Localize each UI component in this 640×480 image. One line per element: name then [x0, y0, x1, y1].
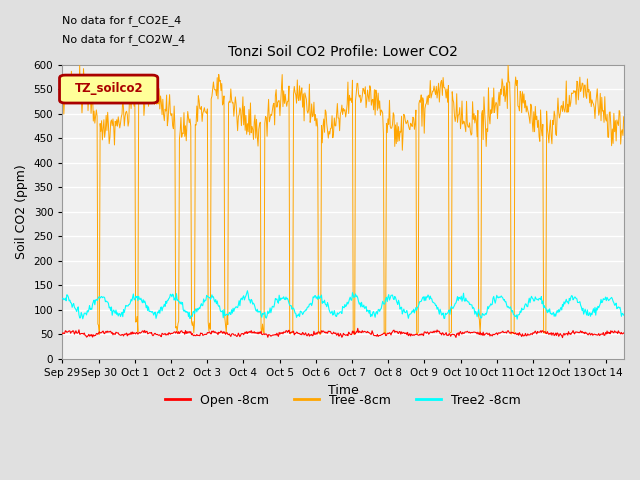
Text: No data for f_CO2E_4: No data for f_CO2E_4	[62, 15, 182, 26]
Text: No data for f_CO2W_4: No data for f_CO2W_4	[62, 35, 186, 45]
Legend: Open -8cm, Tree -8cm, Tree2 -8cm: Open -8cm, Tree -8cm, Tree2 -8cm	[160, 388, 526, 411]
Text: TZ_soilco2: TZ_soilco2	[75, 83, 143, 96]
Y-axis label: Soil CO2 (ppm): Soil CO2 (ppm)	[15, 165, 28, 259]
X-axis label: Time: Time	[328, 384, 358, 396]
FancyBboxPatch shape	[60, 75, 158, 103]
Title: Tonzi Soil CO2 Profile: Lower CO2: Tonzi Soil CO2 Profile: Lower CO2	[228, 46, 458, 60]
